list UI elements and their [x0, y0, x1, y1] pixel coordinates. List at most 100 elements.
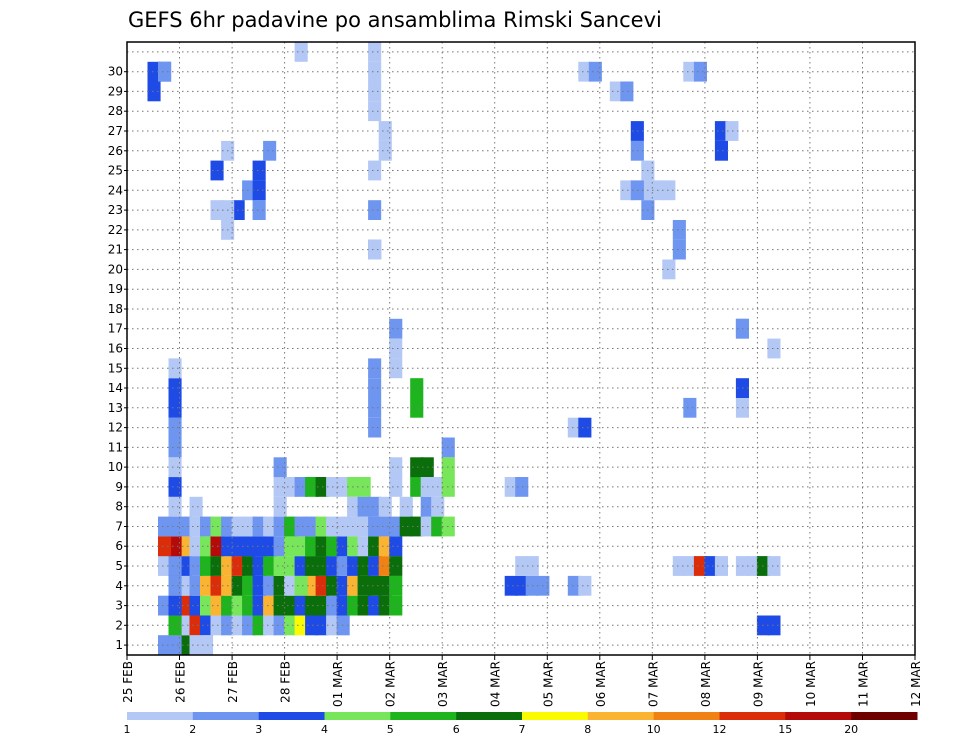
- precip-cell: [305, 556, 319, 576]
- y-tick-label: 20: [108, 262, 123, 276]
- precip-cell: [200, 635, 214, 655]
- precip-cell: [189, 615, 203, 636]
- precip-cell: [284, 516, 298, 537]
- colorbar-swatch: [192, 712, 260, 720]
- precip-cell: [200, 615, 214, 636]
- y-tick-label: 15: [108, 361, 123, 375]
- precip-cell: [410, 516, 424, 537]
- precip-cell: [168, 437, 182, 458]
- precip-cell: [168, 417, 182, 438]
- heatmap-cells: [147, 42, 781, 655]
- x-tick-label: 10 MAR: [804, 661, 818, 707]
- precip-cell: [567, 417, 581, 438]
- x-tick-label: 25 FEB: [121, 661, 135, 703]
- colorbar-swatch: [785, 712, 852, 720]
- colorbar: 1 2 3 4 5 6 7 8 10 12 15 20: [124, 712, 918, 736]
- precip-cell: [368, 575, 382, 596]
- precip-cell: [168, 358, 182, 379]
- precip-cell: [252, 575, 266, 596]
- precip-cell: [620, 81, 634, 102]
- y-tick-label: 6: [115, 539, 123, 553]
- precip-cell: [714, 556, 728, 576]
- precip-cell: [158, 595, 172, 616]
- precip-cell: [410, 397, 424, 418]
- precip-cell: [252, 516, 266, 537]
- precip-cell: [399, 516, 413, 537]
- precip-cell: [578, 417, 592, 438]
- precip-cell: [389, 338, 403, 359]
- precip-cell: [347, 496, 361, 517]
- precip-cell: [294, 477, 308, 497]
- precip-cell: [273, 575, 287, 596]
- colorbar-label: 1: [124, 723, 131, 736]
- precip-cell: [378, 496, 392, 517]
- precip-cell: [305, 615, 319, 636]
- y-tick-label: 25: [108, 164, 123, 178]
- y-tick-label: 3: [115, 599, 123, 613]
- colorbar-label: 20: [844, 723, 858, 736]
- precip-cell: [284, 615, 298, 636]
- precip-cell: [725, 121, 739, 141]
- precip-cell: [683, 556, 697, 576]
- precip-cell: [662, 180, 676, 201]
- precip-cell: [158, 61, 172, 82]
- precip-cell: [284, 556, 298, 576]
- precip-cell: [242, 595, 256, 616]
- precip-cell: [179, 615, 193, 636]
- precip-cell: [189, 635, 203, 655]
- precip-cell: [305, 575, 319, 596]
- colorbar-swatch: [258, 712, 325, 720]
- y-tick-label: 23: [108, 203, 123, 217]
- colorbar-label: 2: [189, 723, 196, 736]
- precip-cell: [378, 121, 392, 141]
- precip-cell: [368, 516, 382, 537]
- precip-cell: [305, 595, 319, 616]
- y-tick-label: 16: [108, 342, 123, 356]
- precip-cell: [273, 556, 287, 576]
- x-tick-label: 05 MAR: [541, 661, 555, 707]
- precip-cell: [168, 496, 182, 517]
- x-tick-label: 26 FEB: [174, 661, 188, 703]
- precip-cell: [620, 180, 634, 201]
- precip-cell: [273, 516, 287, 537]
- precip-cell: [672, 556, 686, 576]
- colorbar-label: 3: [255, 723, 262, 736]
- y-tick-label: 4: [115, 579, 123, 593]
- y-tick-label: 30: [108, 65, 123, 79]
- x-tick-label: 11 MAR: [857, 661, 871, 707]
- y-tick-label: 29: [108, 84, 123, 98]
- colorbar-swatch: [390, 712, 457, 720]
- precip-cell: [273, 477, 287, 497]
- precip-cell: [189, 496, 203, 517]
- precip-cell: [767, 338, 781, 359]
- precip-cell: [168, 635, 182, 655]
- precip-cell: [368, 160, 382, 181]
- gridlines: [127, 42, 915, 655]
- precip-cell: [284, 575, 298, 596]
- x-tick-label: 01 MAR: [331, 661, 345, 707]
- precip-cell: [368, 378, 382, 398]
- precip-cell: [347, 536, 361, 557]
- precip-cell: [284, 536, 298, 557]
- precip-cell: [410, 457, 424, 478]
- precip-cell: [347, 516, 361, 537]
- y-tick-label: 21: [108, 243, 123, 257]
- precip-cell: [294, 516, 308, 537]
- precip-cell: [179, 635, 193, 655]
- x-tick-label: 08 MAR: [699, 661, 713, 707]
- precip-cell: [368, 556, 382, 576]
- colorbar-label: 12: [713, 723, 727, 736]
- y-tick-label: 13: [108, 401, 123, 415]
- precip-cell: [179, 595, 193, 616]
- precip-cell: [347, 556, 361, 576]
- y-tick-label: 9: [115, 480, 123, 494]
- precip-cell: [305, 477, 319, 497]
- precip-cell: [368, 536, 382, 557]
- precip-cell: [168, 615, 182, 636]
- precip-cell: [378, 516, 392, 537]
- y-tick-label: 26: [108, 144, 123, 158]
- precip-cell: [368, 61, 382, 82]
- precip-cell: [504, 575, 518, 596]
- precip-cell: [263, 575, 277, 596]
- precip-cell: [368, 239, 382, 260]
